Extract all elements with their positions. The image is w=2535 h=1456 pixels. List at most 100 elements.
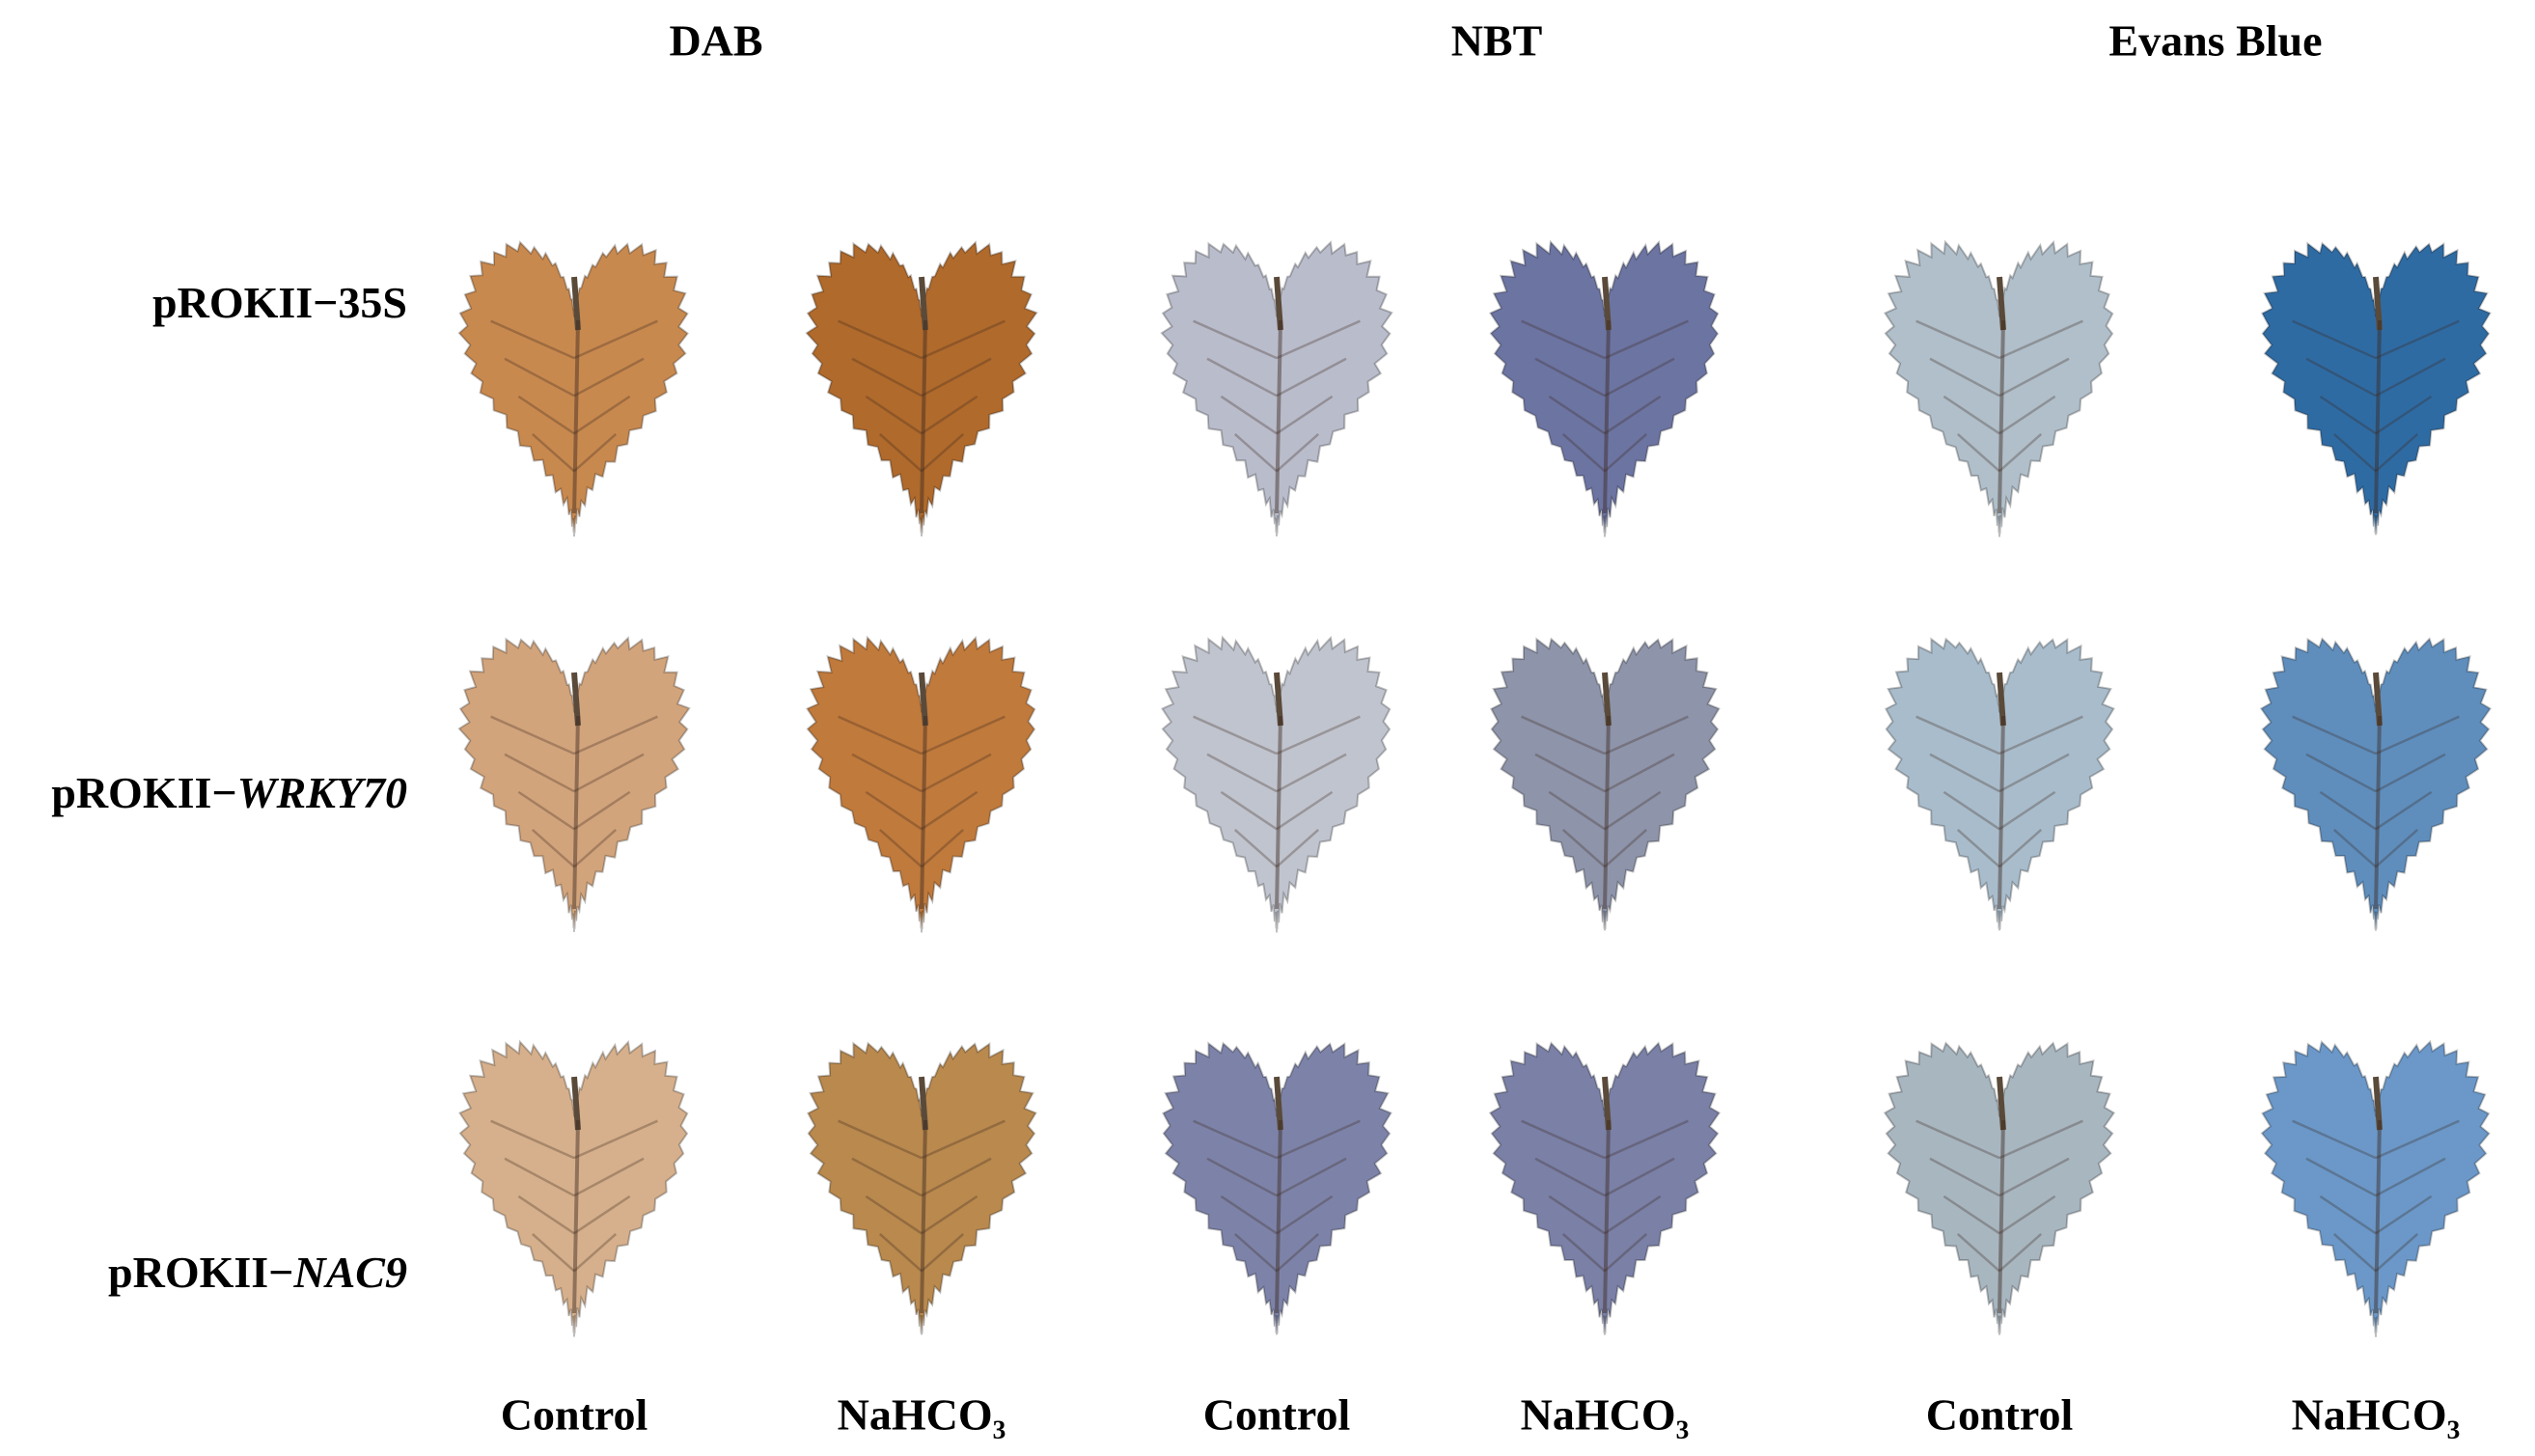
leaf-vein [1276,790,1334,831]
leaf-vein [1956,1233,2000,1273]
leaf-vein [1276,395,1334,435]
row-label: pROKII−NAC9 [108,1248,407,1297]
leaf-vein [2319,1195,2377,1235]
leaf-vein [1998,357,2070,398]
leaf-vein [1998,715,2083,755]
leaf-vein [2305,753,2377,793]
leaf-vein [1548,790,1606,831]
leaf-vein [1604,395,1662,435]
leaf-vein [1604,1195,1662,1235]
leaf-vein [921,1195,978,1235]
leaf-vein [921,357,992,398]
leaf-vein [504,357,575,398]
leaf-midrib [572,715,580,910]
leaf-vein [1915,1119,2000,1160]
leaf-vein [2292,1119,2377,1160]
leaf-vein [865,790,923,831]
leaf-vein [838,319,923,360]
leaf-vein [1943,1195,2000,1235]
leaf-vein [1915,319,2000,360]
leaf-vein [1276,753,1347,793]
leaf-vein [1998,829,2043,868]
leaf-vein [573,395,631,435]
leaf-vein [878,829,923,868]
row-name: WRKY70 [237,768,407,817]
leaf-vein [1206,357,1278,398]
leaf-vein [921,1119,1006,1160]
leaf-vein [851,753,923,793]
leaf-vein [1915,715,2000,755]
leaf-vein [1233,829,1278,868]
leaf-vein [573,753,645,793]
leaf-vein [2319,790,2377,831]
leaf-vein [1956,433,2000,473]
leaf-vein [573,790,631,831]
leaf-midrib [1603,319,1611,514]
leaf-midrib [2374,319,2382,514]
leaf [457,240,690,537]
leaf [1884,239,2114,537]
leaf-stem [571,672,581,727]
leaf-vein [573,829,618,868]
leaf-vein [2332,829,2377,868]
leaf-vein [2375,319,2460,360]
leaf-vein [531,829,575,868]
treatment-label: NaHCO₃ [1521,1390,1690,1440]
leaf-vein [1206,753,1278,793]
leaf-vein [2375,790,2433,831]
leaf-vein [573,1233,618,1273]
leaf-midrib [920,319,927,514]
leaf-vein [573,1195,631,1235]
leaf-vein [490,1119,575,1160]
leaf-vein [1998,1157,2070,1197]
leaf-vein [865,395,923,435]
leaf-vein [921,829,965,868]
leaf [1883,1041,2116,1335]
leaf-vein [921,1233,965,1273]
leaf-vein [1276,1195,1334,1235]
row-name: NAC9 [292,1248,407,1297]
leaf-vein [1929,357,2000,398]
leaf-vein [851,357,923,398]
leaf [1489,239,1720,537]
leaf-vein [490,715,575,755]
leaf-vein [490,319,575,360]
leaf [1161,635,1391,933]
leaf [807,1041,1037,1335]
leaf-midrib [1275,715,1282,910]
leaf-stem [919,672,928,727]
row-label: pROKII−WRKY70 [51,768,407,817]
leaf-vein [1561,829,1606,868]
leaf-vein [921,715,1006,755]
leaf-midrib [1275,319,1282,514]
leaf-vein [921,1157,992,1197]
leaf-stem [571,276,581,331]
leaf-vein [865,1195,923,1235]
leaf-vein [2375,753,2446,793]
leaf-vein [851,1157,923,1197]
leaf-stem [1274,672,1283,727]
leaf-vein [1998,1119,2083,1160]
leaf-vein [2292,319,2377,360]
leaf-vein [1276,357,1347,398]
leaf-vein [1998,790,2056,831]
stain-title: Evans Blue [2108,16,2322,66]
leaf-stem [1602,672,1612,727]
row-prefix: pROKII− [51,768,236,817]
leaf-vein [1604,753,1675,793]
leaf-vein [2375,1119,2460,1160]
leaf-vein [573,433,618,473]
leaf-midrib [1603,1119,1611,1314]
leaf-vein [1233,1233,1278,1273]
stain-title: NBT [1451,16,1543,66]
leaf-vein [1998,319,2083,360]
leaf-vein [1521,1119,1606,1160]
leaf-vein [1548,395,1606,435]
leaf-vein [2375,1233,2419,1273]
leaf-vein [1276,433,1320,473]
leaf-vein [1604,433,1648,473]
treatment-label: NaHCO₃ [838,1390,1006,1440]
leaf-stem [1997,276,2006,331]
leaf-vein [504,1157,575,1197]
leaf-vein [2332,1233,2377,1273]
